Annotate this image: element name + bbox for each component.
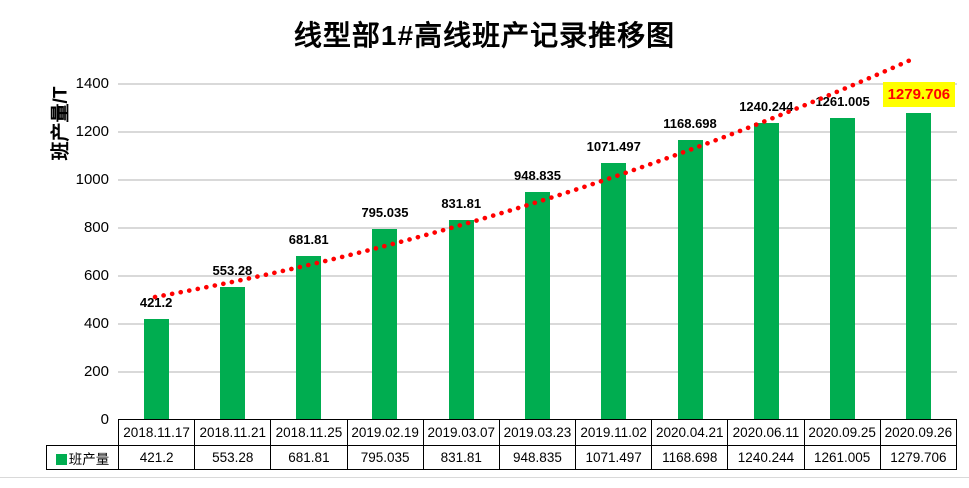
y-tick-label: 0 [100,410,109,428]
bar [372,229,398,420]
y-tick-label: 200 [83,362,109,380]
y-tick-label: 800 [83,219,109,237]
bar-value-label: 421.2 [139,294,173,310]
value-cell: 421.2 [117,445,196,470]
bar-value-label: 1071.497 [586,139,641,155]
bar-value-label: 1261.005 [815,93,870,109]
date-cell: 2020.09.25 [803,419,881,446]
bar [525,192,550,420]
value-cell: 948.835 [498,445,577,470]
legend-label: 班产量 [68,451,110,467]
date-cell: 2019.11.02 [575,419,653,446]
date-cell: 2020.06.11 [727,419,805,446]
value-row: 班产量 421.2 553.28 681.81 795.035 831.81 948.83… [46,445,958,470]
y-tick-label: 600 [83,266,109,284]
legend-cell: 班产量 [46,445,119,470]
bar [601,163,627,420]
bar-value-label: 1168.698 [663,115,717,131]
y-tick-label: 1400 [75,75,109,93]
bar-value-label: 831.81 [441,196,482,212]
chart-title: 线型部1#高线班产记录推移图 [293,20,676,51]
value-cell: 795.035 [346,445,424,470]
y-tick-label: 1000 [75,171,109,189]
value-cell: 1261.005 [803,445,881,470]
value-cell: 1168.698 [651,445,729,470]
date-cell: 2018.11.21 [194,419,272,446]
bar-value-label: 553.28 [212,263,253,279]
bar [906,113,932,420]
date-cell: 2018.11.17 [117,419,196,446]
date-cell: 2019.03.23 [498,419,577,446]
date-cell: 2019.02.19 [346,419,424,446]
value-cell: 1279.706 [879,445,958,470]
date-cell: 2020.09.26 [879,419,958,446]
value-cell: 681.81 [270,445,348,470]
bar-value-label-highlighted: 1279.706 [882,81,955,107]
bar-value-label: 948.835 [514,168,561,184]
bar-value-label: 681.81 [288,232,329,248]
y-tick-label: 1200 [75,123,109,141]
sheet-gridline [0,477,969,478]
bar [677,139,703,420]
table-corner-cell [47,420,119,446]
bar [830,117,856,420]
bar [753,122,779,420]
value-cell: 1071.497 [575,445,653,470]
data-table: 2018.11.17 2018.11.21 2018.11.25 2019.02.19… [46,419,958,470]
value-cell: 1240.244 [727,445,805,470]
bar [143,318,169,420]
bar [448,220,474,420]
gridline [118,83,957,86]
date-cell: 2020.04.21 [651,419,729,446]
bar [219,287,245,420]
series-color-swatch-icon [55,453,67,465]
bar [296,256,322,420]
date-cell: 2018.11.25 [270,419,348,446]
y-tick-label: 400 [83,314,109,332]
date-cell: 2019.03.07 [422,419,500,446]
value-cell: 831.81 [422,445,500,470]
date-row: 2018.11.17 2018.11.21 2018.11.25 2019.02.19… [47,419,958,446]
value-cell: 553.28 [194,445,272,470]
